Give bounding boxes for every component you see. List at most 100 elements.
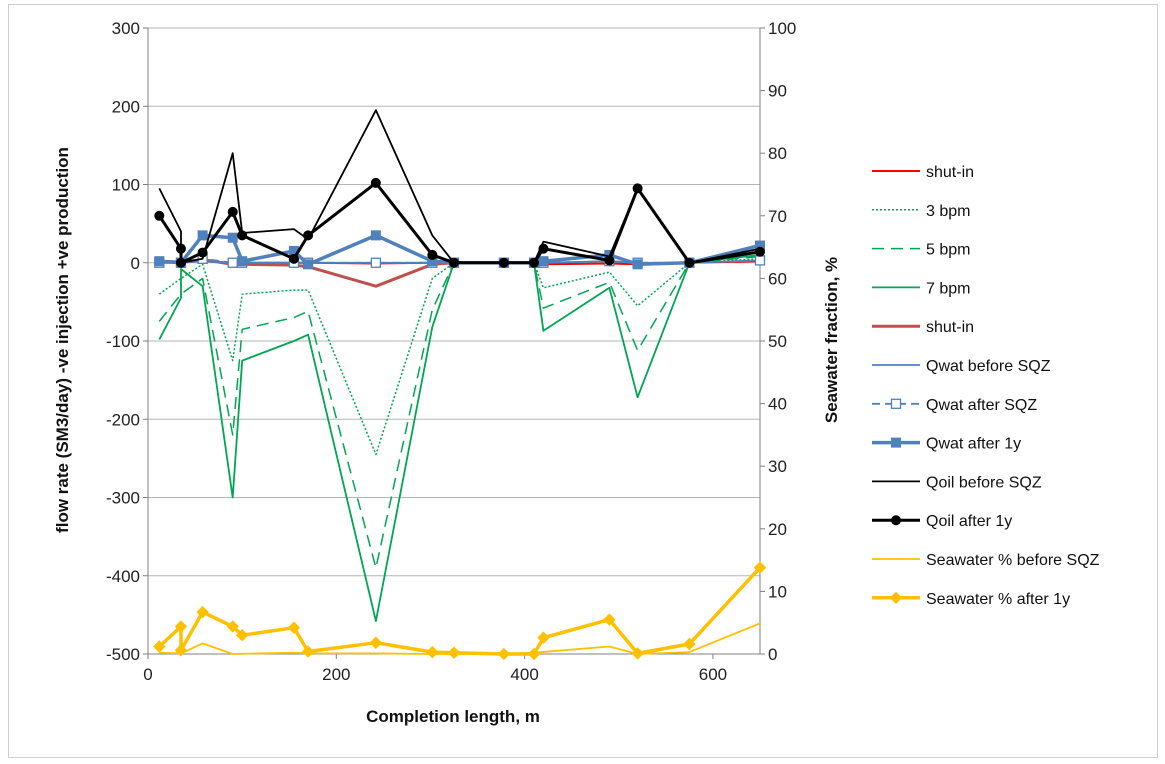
data-point [287,621,301,634]
data-point [174,644,188,657]
legend-label: Seawater % after 1y [926,591,1070,608]
data-point [197,230,208,241]
series-9 [154,177,765,268]
legend-entry: Qwat after 1y [872,436,1021,453]
data-point [175,257,186,268]
data-point [235,629,249,642]
data-point [427,249,438,260]
y2-axis-title: Seawater fraction, % [822,257,841,423]
axes [143,27,765,659]
y2-tick-label: 40 [768,395,787,414]
legend-label: Qwat after 1y [926,436,1021,453]
y-tick-label: 0 [131,254,140,273]
legend-label: 3 bpm [926,203,970,220]
data-point [154,256,165,267]
series-line [158,181,761,265]
series [153,109,767,661]
series-3 [158,254,761,622]
series-2 [158,255,761,569]
legend-entry: Qwat before SQZ [872,358,1051,375]
y2-tick-label: 20 [768,520,787,539]
data-point [370,230,381,241]
data-point [197,247,208,258]
data-point [227,257,238,268]
y-tick-label: 100 [112,176,140,195]
y2-tick-label: 60 [768,269,787,288]
data-point [237,230,248,241]
y2-tick-label: 70 [768,207,787,226]
y-axis-title: flow rate (SM3/day) -ve injection +ve pr… [53,147,72,533]
tick-labels: -500 -400 -300 -200 -100 0 100 200 300 0 10 20 30 40 5… [106,19,796,684]
data-point [303,259,314,270]
series-line [158,258,761,456]
data-point [426,645,439,659]
data-point [196,605,209,619]
y2-tick-label: 100 [768,19,796,38]
data-point [303,230,314,241]
x-tick-label: 0 [143,665,152,684]
legend-label: 5 bpm [926,242,970,259]
legend-entry: 5 bpm [872,242,970,259]
data-point [237,256,248,267]
data-point [497,647,511,661]
data-point [370,177,381,188]
data-point [226,620,239,633]
data-point [755,246,765,257]
legend-marker [890,398,902,409]
y2-tick-label: 90 [768,82,787,101]
data-point [537,631,550,644]
series-1 [158,258,761,456]
legend-label: 7 bpm [926,280,970,297]
legend-marker [891,515,901,526]
legend-label: Qwat after SQZ [926,397,1037,414]
data-point [684,257,695,268]
x-tick-label: 600 [699,665,727,684]
data-point [683,637,696,651]
chart-frame [8,4,1158,758]
data-point [604,255,615,266]
y-tick-label: 200 [112,97,140,116]
data-point [603,613,616,626]
legend-entry: shut-in [872,164,974,181]
data-point [227,206,238,217]
series-line [159,622,761,655]
x-tick-label: 400 [510,665,538,684]
legend-label: Seawater % before SQZ [926,552,1100,569]
legend: shut-in 3 bpm 5 bpm 7 bpm shut-in Qwat before… [872,164,1100,608]
data-point [369,636,383,649]
legend-entry: Qoil before SQZ [872,474,1042,491]
legend-marker [891,437,901,448]
legend-entry: Qwat after SQZ [872,397,1037,414]
data-point [301,645,315,658]
data-point [538,256,549,267]
y-tick-label: -500 [106,645,140,664]
legend-label: shut-in [926,319,974,336]
series-11 [153,561,767,661]
data-point [632,259,643,270]
legend-label: Qwat before SQZ [926,358,1051,375]
data-point [370,257,382,268]
y-tick-label: -400 [106,567,140,586]
data-point [538,243,549,254]
legend-entry: Qoil after 1y [872,513,1012,530]
data-point [227,232,238,243]
data-point [449,257,459,268]
y-tick-label: -100 [106,332,140,351]
series-line [158,254,761,622]
y-tick-label: -200 [106,410,140,429]
data-point [632,183,643,194]
legend-label: Qoil before SQZ [926,474,1042,491]
legend-label: shut-in [926,164,974,181]
data-point [288,253,299,264]
data-point [153,640,166,653]
data-point [527,647,541,661]
y2-tick-label: 30 [768,457,787,476]
y2-tick-label: 0 [768,645,777,664]
series-line [158,566,762,656]
legend-entry: Seawater % before SQZ [872,552,1100,569]
gridlines [148,27,760,655]
series-10 [159,622,761,655]
y2-tick-label: 10 [768,582,787,601]
data-point [753,561,767,574]
